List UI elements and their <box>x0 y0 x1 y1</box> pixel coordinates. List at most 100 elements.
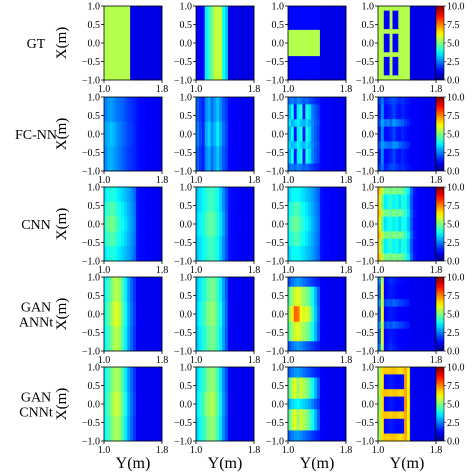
heatmap-cell <box>325 341 329 352</box>
heatmap-cell <box>378 284 382 300</box>
heatmap-cell <box>133 391 137 417</box>
heatmap-cell <box>421 126 425 142</box>
y-tick-label: 0.5 <box>88 201 101 212</box>
heatmap-cell <box>392 389 396 397</box>
heatmap-cell <box>251 187 255 213</box>
x-axis-label: Y(m) <box>300 455 335 472</box>
y-tick-label: −1.0 <box>266 257 284 268</box>
y-tick-label: 0.0 <box>180 310 193 321</box>
heatmap-cell <box>401 141 405 150</box>
heatmap-cell <box>386 148 390 164</box>
heatmap-cell <box>424 343 428 352</box>
heatmap-cell <box>418 433 422 442</box>
heatmap-cell <box>222 121 226 147</box>
heatmap-cell <box>305 201 309 217</box>
heatmap-cell <box>392 277 396 285</box>
heatmap-cell <box>337 29 341 57</box>
heatmap-cell <box>314 277 318 288</box>
heatmap-cell <box>311 97 315 105</box>
heatmap-cell <box>334 104 338 120</box>
y-tick-label: 0.5 <box>88 381 101 392</box>
heatmap-cell <box>288 430 292 442</box>
heatmap-cell <box>404 418 408 434</box>
heatmap-cell <box>141 231 145 247</box>
heatmap-cell <box>392 6 396 11</box>
heatmap-cell <box>290 56 295 81</box>
heatmap-cell <box>325 148 329 164</box>
heatmap-cell <box>153 97 157 123</box>
heatmap-cell <box>334 377 338 400</box>
heatmap-cell <box>314 409 318 431</box>
heatmap-cell <box>389 126 393 142</box>
heatmap-cell <box>219 121 223 147</box>
heatmap-cell <box>383 194 388 210</box>
heatmap-cell <box>210 146 214 172</box>
heatmap-cell <box>118 216 122 232</box>
y-tick-label: 0.0 <box>362 220 375 231</box>
heatmap-cell <box>138 391 143 417</box>
y-tick-label: −0.5 <box>82 148 100 159</box>
heatmap-cell <box>147 246 151 262</box>
heatmap-cell <box>296 163 300 172</box>
heatmap-cell <box>219 146 223 172</box>
heatmap-cell <box>159 146 163 172</box>
heatmap-cell <box>404 119 408 127</box>
heatmap-cell <box>233 6 237 81</box>
heatmap-cell <box>386 374 390 390</box>
heatmap-cell <box>127 97 131 123</box>
heatmap-cell <box>153 326 157 352</box>
heatmap-cell <box>104 246 108 262</box>
heatmap-cell <box>198 416 203 442</box>
heatmap-cell <box>418 238 422 254</box>
x-tick-label: 1.8 <box>248 265 261 276</box>
colorbar-tick-label: 5.0 <box>447 220 460 231</box>
heatmap-cell <box>389 104 393 120</box>
heatmap-cell <box>424 6 428 11</box>
heatmap-cell <box>198 301 203 327</box>
heatmap-cell <box>343 29 347 57</box>
heatmap-cell <box>196 187 200 213</box>
heatmap-cell <box>337 126 341 142</box>
colorbar-tick-label: 2.5 <box>447 148 460 159</box>
heatmap-cell <box>314 148 318 164</box>
y-tick-label: −1.0 <box>82 167 100 178</box>
x-tick-label: 1.0 <box>190 265 203 276</box>
heatmap-cell <box>153 246 157 262</box>
heatmap-cell <box>340 29 344 57</box>
heatmap-cell <box>392 29 396 35</box>
heatmap-cell <box>328 277 332 288</box>
y-tick-label: −1.0 <box>266 437 284 448</box>
heatmap-cell <box>386 104 390 120</box>
heatmap-cell <box>433 321 437 330</box>
heatmap-cell <box>239 236 243 262</box>
heatmap-cell <box>109 6 114 81</box>
heatmap-cell <box>308 163 312 172</box>
heatmap-cell <box>325 119 329 127</box>
heatmap-cell <box>407 97 411 105</box>
y-tick-label: 0.0 <box>362 130 375 141</box>
heatmap-cell <box>196 211 200 237</box>
heatmap-cell <box>141 301 145 327</box>
heatmap-cell <box>337 430 341 442</box>
heatmap-cell <box>227 97 232 123</box>
heatmap-cell <box>424 367 428 375</box>
y-tick-label: −0.5 <box>266 57 284 68</box>
heatmap-cell <box>201 236 206 262</box>
heatmap-cell <box>233 277 237 303</box>
heatmap-cell <box>340 126 344 142</box>
heatmap-cell <box>227 211 232 237</box>
heatmap-cell <box>424 33 428 53</box>
heatmap-cell <box>404 284 408 300</box>
heatmap-cell <box>418 216 422 232</box>
heatmap-cell <box>424 411 428 420</box>
heatmap-cell <box>395 97 399 105</box>
heatmap-cell <box>109 201 114 217</box>
heatmap-cell <box>401 56 405 76</box>
heatmap-cell <box>302 409 306 431</box>
heatmap-cell <box>383 253 388 262</box>
heatmap-cell <box>319 6 324 31</box>
heatmap-cell <box>398 396 402 412</box>
heatmap-cell <box>222 6 226 81</box>
heatmap-cell <box>412 97 417 105</box>
heatmap-cell <box>418 52 422 58</box>
